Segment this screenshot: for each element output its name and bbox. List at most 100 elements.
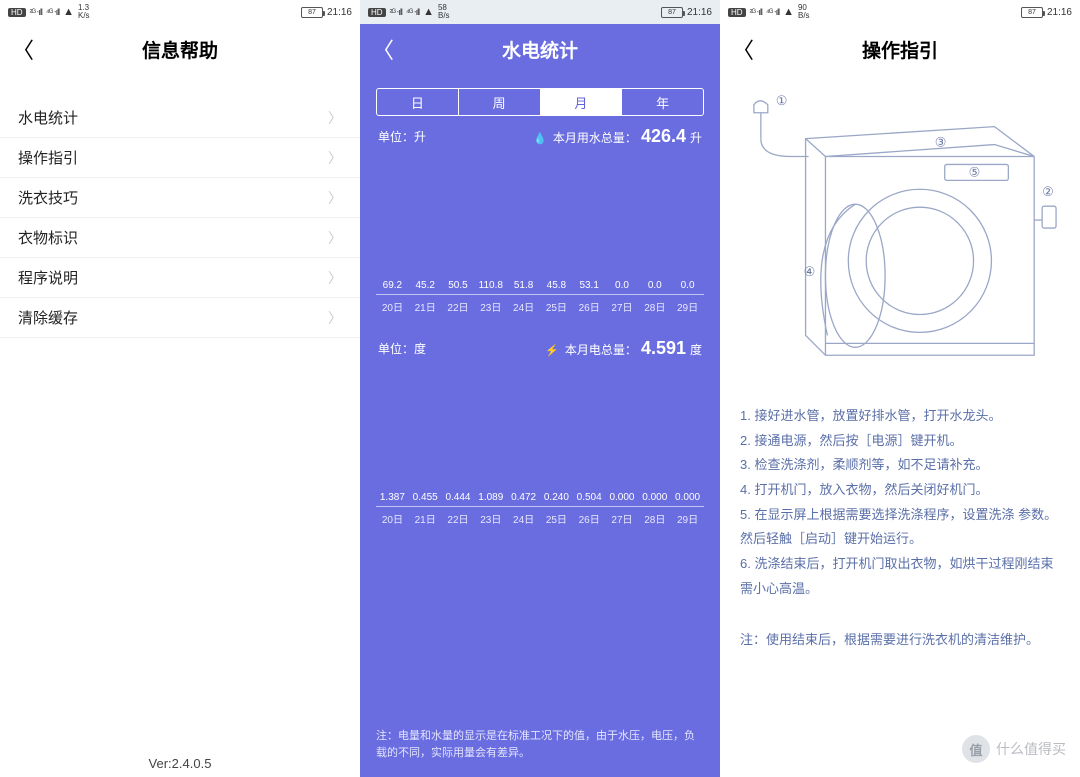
bar-column: 0.000: [638, 492, 671, 506]
signal-icon: ²ᴳ ‧ıll: [750, 7, 762, 18]
water-summary: 单位：升 💧 本月用水总量： 426.4 升: [360, 126, 720, 147]
x-tick-label: 29日: [671, 511, 704, 526]
app-version: Ver:2.4.0.5: [0, 756, 360, 771]
chevron-right-icon: 〉: [328, 268, 342, 288]
bar-column: 0.240: [540, 492, 573, 506]
watermark-text: 什么值得买: [996, 739, 1066, 759]
x-tick-label: 25日: [540, 511, 573, 526]
bar-value-label: 45.8: [547, 280, 566, 291]
chevron-right-icon: 〉: [328, 148, 342, 168]
svg-text:②: ②: [1042, 184, 1054, 199]
bar-value-label: 53.1: [579, 280, 598, 291]
svg-text:⑤: ⑤: [969, 164, 981, 179]
chevron-right-icon: 〉: [328, 228, 342, 248]
bar-value-label: 0.240: [544, 492, 569, 503]
guide-step: 6. 洗涤结束后，打开机门取出衣物，如烘干过程刚结束需小心高温。: [740, 552, 1060, 601]
chevron-right-icon: 〉: [328, 188, 342, 208]
clock: 21:16: [687, 7, 712, 18]
x-tick-label: 27日: [606, 511, 639, 526]
x-tick-label: 26日: [573, 299, 606, 314]
battery-icon: 87: [1021, 7, 1043, 18]
x-tick-label: 29日: [671, 299, 704, 314]
bar-value-label: 0.444: [445, 492, 470, 503]
row-operation-guide[interactable]: 操作指引〉: [0, 138, 360, 178]
bar-value-label: 0.472: [511, 492, 536, 503]
bar-value-label: 110.8: [479, 280, 503, 291]
network-speed: 90B/s: [798, 4, 810, 20]
page-header: 〈 信息帮助: [0, 24, 360, 74]
tab-week[interactable]: 周: [459, 89, 541, 115]
power-total-unit: 度: [690, 341, 702, 358]
signal-icon: ⁴ᴳ ‧ıll: [46, 7, 59, 18]
panel-info-help: HD ²ᴳ ‧ıll ⁴ᴳ ‧ıll ▲ 1.3K/s 87 21:16 〈 信…: [0, 0, 360, 777]
bar-column: 45.8: [540, 280, 573, 294]
guide-step: 1. 接好进水管，放置好排水管，打开水龙头。: [740, 404, 1060, 429]
chevron-right-icon: 〉: [328, 108, 342, 128]
wifi-icon: ▲: [783, 6, 794, 18]
x-tick-label: 20日: [376, 511, 409, 526]
status-bar: HD ²ᴳ ‧ıll ⁴ᴳ ‧ıll ▲ 1.3K/s 87 21:16: [0, 0, 360, 24]
water-total-value: 426.4: [641, 126, 686, 147]
page-title: 信息帮助: [142, 36, 218, 63]
x-tick-label: 26日: [573, 511, 606, 526]
bar-column: 0.472: [507, 492, 540, 506]
guide-step: 2. 接通电源，然后按［电源］键开机。: [740, 429, 1060, 454]
bar-column: 110.8: [474, 280, 507, 294]
bar-value-label: 69.2: [383, 280, 402, 291]
x-tick-label: 27日: [606, 299, 639, 314]
network-speed: 58B/s: [438, 4, 450, 20]
signal-icon: ⁴ᴳ ‧ıll: [766, 7, 779, 18]
battery-icon: 87: [661, 7, 683, 18]
back-button[interactable]: 〈: [12, 33, 34, 65]
bar-column: 69.2: [376, 280, 409, 294]
bar-column: 1.089: [474, 492, 507, 506]
clock: 21:16: [327, 7, 352, 18]
bar-value-label: 0.504: [577, 492, 602, 503]
x-tick-label: 23日: [474, 299, 507, 314]
back-button[interactable]: 〈: [372, 33, 394, 65]
power-summary: 单位：度 ⚡ 本月电总量： 4.591 度: [360, 338, 720, 359]
bar-column: 1.387: [376, 492, 409, 506]
clock: 21:16: [1047, 7, 1072, 18]
watermark: 值 什么值得买: [962, 735, 1066, 763]
bar-value-label: 45.2: [415, 280, 434, 291]
hd-badge: HD: [368, 8, 386, 17]
row-water-power-stats[interactable]: 水电统计〉: [0, 98, 360, 138]
status-bar: HD ²ᴳ ‧ıll ⁴ᴳ ‧ıll ▲ 90B/s 87 21:16: [720, 0, 1080, 24]
row-clothing-labels[interactable]: 衣物标识〉: [0, 218, 360, 258]
row-washing-tips[interactable]: 洗衣技巧〉: [0, 178, 360, 218]
bolt-icon: ⚡: [545, 344, 559, 357]
x-tick-label: 24日: [507, 511, 540, 526]
water-chart-xaxis: 20日21日22日23日24日25日26日27日28日29日: [376, 299, 704, 314]
back-button[interactable]: 〈: [732, 33, 754, 65]
bar-column: 45.2: [409, 280, 442, 294]
page-title: 操作指引: [862, 36, 938, 63]
power-total-label: 本月电总量：: [565, 341, 637, 358]
guide-step: 5. 在显示屏上根据需要选择洗涤程序，设置洗涤 参数。然后轻触［启动］键开始运行…: [740, 503, 1060, 552]
bar-value-label: 0.000: [609, 492, 634, 503]
settings-list: 水电统计〉 操作指引〉 洗衣技巧〉 衣物标识〉 程序说明〉 清除缓存〉: [0, 98, 360, 338]
x-tick-label: 21日: [409, 299, 442, 314]
bar-column: 50.5: [442, 280, 475, 294]
row-program-info[interactable]: 程序说明〉: [0, 258, 360, 298]
tab-year[interactable]: 年: [622, 89, 703, 115]
row-clear-cache[interactable]: 清除缓存〉: [0, 298, 360, 338]
bar-value-label: 0.0: [648, 280, 662, 291]
panel-operation-guide: HD ²ᴳ ‧ıll ⁴ᴳ ‧ıll ▲ 90B/s 87 21:16 〈 操作…: [720, 0, 1080, 777]
x-tick-label: 22日: [442, 299, 475, 314]
wifi-icon: ▲: [423, 6, 434, 18]
tab-month[interactable]: 月: [541, 89, 623, 115]
bar-column: 0.0: [671, 280, 704, 294]
time-range-segmented: 日 周 月 年: [376, 88, 704, 116]
panel-water-power-stats: HD ²ᴳ ‧ıll ⁴ᴳ ‧ıll ▲ 58B/s 87 21:16 〈 水电…: [360, 0, 720, 777]
bar-value-label: 0.000: [642, 492, 667, 503]
bar-column: 0.504: [573, 492, 606, 506]
signal-icon: ⁴ᴳ ‧ıll: [406, 7, 419, 18]
washer-diagram: ① ② ③ ④ ⑤: [736, 86, 1064, 386]
hd-badge: HD: [8, 8, 26, 17]
bar-column: 0.0: [638, 280, 671, 294]
page-title: 水电统计: [502, 36, 578, 63]
tab-day[interactable]: 日: [377, 89, 459, 115]
power-unit-label: 单位：度: [378, 340, 426, 357]
bar-value-label: 50.5: [448, 280, 467, 291]
